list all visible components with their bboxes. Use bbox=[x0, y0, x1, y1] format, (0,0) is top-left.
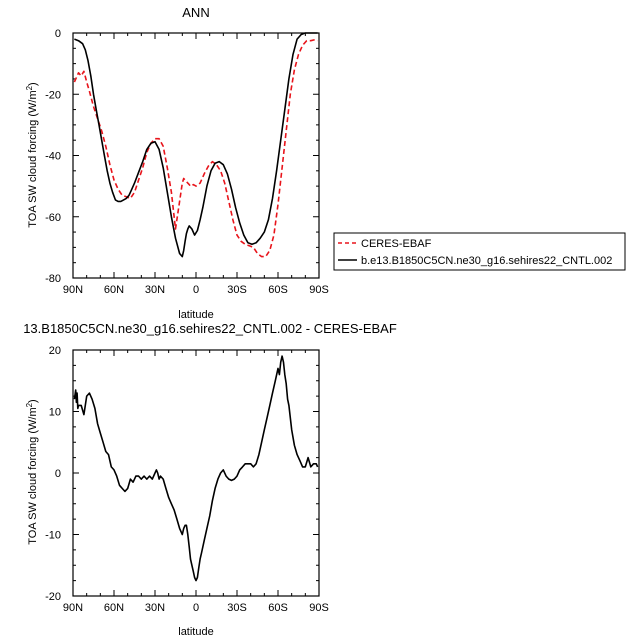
x-tick-label: 30N bbox=[145, 602, 165, 614]
legend-label-model: b.e13.B1850C5CN.ne30_g16.sehires22_CNTL.… bbox=[361, 255, 612, 267]
y-tick-label: -60 bbox=[45, 212, 61, 224]
y-tick-label: 20 bbox=[49, 345, 61, 357]
x-tick-label: 60S bbox=[268, 602, 288, 614]
top-panel-xlabel: latitude bbox=[178, 309, 213, 321]
top-panel: ANN latitude TOA SW cloud forcing (W/m2)… bbox=[25, 5, 329, 321]
series-line-0 bbox=[73, 38, 318, 258]
bottom-panel-xlabel: latitude bbox=[178, 626, 213, 638]
x-tick-label: 30S bbox=[227, 284, 247, 296]
y-tick-label: -20 bbox=[45, 89, 61, 101]
bottom-panel-ylabel: TOA SW cloud forcing (W/m2) bbox=[25, 399, 39, 544]
top-panel-frame bbox=[72, 32, 320, 279]
top-panel-title: ANN bbox=[182, 5, 209, 20]
legend-frame bbox=[333, 232, 626, 271]
x-tick-label: 90N bbox=[63, 284, 83, 296]
bottom-panel-ticks: 90N 60N 30N 0 30S 60S 90S 20 10 0 -10 -20 bbox=[45, 345, 329, 614]
series-line-1 bbox=[74, 32, 318, 258]
series-line-0 bbox=[73, 355, 319, 582]
y-tick-label: -20 bbox=[45, 591, 61, 603]
y-tick-label: 10 bbox=[49, 407, 61, 419]
y-tick-label: -80 bbox=[45, 273, 61, 285]
x-tick-label: 60N bbox=[104, 284, 124, 296]
bottom-panel-title: 13.B1850C5CN.ne30_g16.sehires22_CNTL.002… bbox=[23, 321, 397, 336]
top-panel-ticks: 90N 60N 30N 0 30S 60S 90S 0 -20 -40 -60 -80 bbox=[45, 28, 329, 296]
y-tick-label: -10 bbox=[45, 530, 61, 542]
y-tick-label: 0 bbox=[55, 28, 61, 40]
legend: CERES-EBAF b.e13.B1850C5CN.ne30_g16.sehi… bbox=[333, 232, 626, 271]
x-tick-label: 0 bbox=[193, 284, 199, 296]
top-panel-lines bbox=[73, 32, 318, 258]
x-tick-label: 90N bbox=[63, 602, 83, 614]
bottom-panel-frame bbox=[72, 349, 320, 597]
bottom-panel: 13.B1850C5CN.ne30_g16.sehires22_CNTL.002… bbox=[23, 321, 397, 638]
legend-label-ceres: CERES-EBAF bbox=[361, 238, 432, 250]
x-tick-label: 30N bbox=[145, 284, 165, 296]
x-tick-label: 60N bbox=[104, 602, 124, 614]
x-tick-label: 30S bbox=[227, 602, 247, 614]
y-tick-label: -40 bbox=[45, 151, 61, 163]
y-tick-label: 0 bbox=[55, 468, 61, 480]
x-tick-label: 90S bbox=[309, 284, 329, 296]
x-tick-label: 0 bbox=[193, 602, 199, 614]
x-tick-label: 90S bbox=[309, 602, 329, 614]
top-panel-ylabel: TOA SW cloud forcing (W/m2) bbox=[25, 82, 39, 227]
x-tick-label: 60S bbox=[268, 284, 288, 296]
bottom-panel-lines bbox=[73, 355, 319, 582]
